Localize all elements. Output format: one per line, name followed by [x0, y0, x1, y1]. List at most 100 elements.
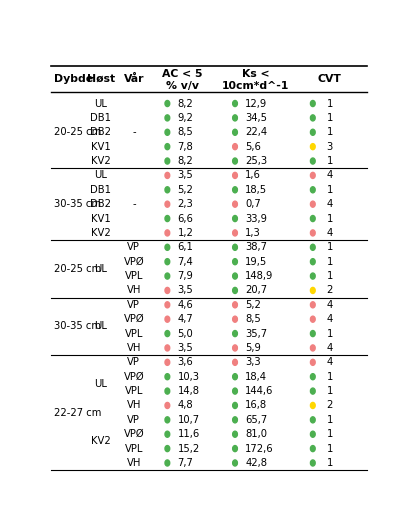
- Text: 8,2: 8,2: [177, 156, 193, 166]
- Text: 2,3: 2,3: [177, 199, 193, 209]
- Text: 25,3: 25,3: [245, 156, 267, 166]
- Circle shape: [233, 259, 237, 265]
- Text: 7,7: 7,7: [177, 458, 193, 468]
- Text: 81,0: 81,0: [245, 429, 267, 439]
- Circle shape: [310, 187, 315, 193]
- Text: 1: 1: [327, 214, 333, 224]
- Circle shape: [233, 388, 237, 394]
- Circle shape: [165, 446, 170, 452]
- Text: 10,7: 10,7: [177, 415, 200, 425]
- Text: VPL: VPL: [125, 329, 143, 339]
- Circle shape: [165, 373, 170, 380]
- Circle shape: [165, 100, 170, 107]
- Text: 1,6: 1,6: [245, 170, 261, 180]
- Text: UL: UL: [95, 264, 107, 274]
- Text: DB2: DB2: [91, 127, 111, 137]
- Text: 20-25 cm: 20-25 cm: [54, 264, 102, 274]
- Circle shape: [233, 402, 237, 409]
- Text: 14,8: 14,8: [177, 386, 200, 396]
- Circle shape: [165, 115, 170, 121]
- Circle shape: [165, 431, 170, 437]
- Text: AC < 5: AC < 5: [162, 69, 202, 79]
- Circle shape: [310, 431, 315, 437]
- Text: 1: 1: [327, 257, 333, 267]
- Text: 5,2: 5,2: [177, 185, 193, 195]
- Circle shape: [310, 216, 315, 221]
- Text: 144,6: 144,6: [245, 386, 273, 396]
- Circle shape: [233, 373, 237, 380]
- Circle shape: [165, 259, 170, 265]
- Circle shape: [165, 302, 170, 308]
- Circle shape: [310, 259, 315, 265]
- Text: 1: 1: [327, 185, 333, 195]
- Text: 30-35 cm: 30-35 cm: [54, 321, 101, 331]
- Text: 1: 1: [327, 113, 333, 123]
- Circle shape: [165, 345, 170, 351]
- Text: 20-25 cm: 20-25 cm: [54, 127, 102, 137]
- Circle shape: [165, 244, 170, 250]
- Circle shape: [233, 359, 237, 366]
- Circle shape: [310, 273, 315, 279]
- Circle shape: [233, 100, 237, 107]
- Text: 30-35 cm: 30-35 cm: [54, 199, 101, 209]
- Circle shape: [165, 201, 170, 207]
- Text: VP: VP: [127, 242, 140, 252]
- Circle shape: [233, 173, 237, 178]
- Circle shape: [233, 273, 237, 279]
- Circle shape: [233, 417, 237, 423]
- Text: 11,6: 11,6: [177, 429, 200, 439]
- Text: 1: 1: [327, 458, 333, 468]
- Text: 6,6: 6,6: [177, 214, 193, 224]
- Text: KV1: KV1: [91, 214, 111, 224]
- Circle shape: [310, 388, 315, 394]
- Text: VP: VP: [127, 300, 140, 310]
- Text: 9,2: 9,2: [177, 113, 193, 123]
- Circle shape: [165, 460, 170, 466]
- Text: CVT: CVT: [318, 74, 342, 84]
- Text: 10,3: 10,3: [177, 372, 200, 382]
- Circle shape: [233, 129, 237, 135]
- Circle shape: [165, 287, 170, 294]
- Text: 5,2: 5,2: [245, 300, 261, 310]
- Text: VPØ: VPØ: [124, 429, 144, 439]
- Text: 4: 4: [327, 199, 333, 209]
- Text: 3,5: 3,5: [177, 343, 193, 353]
- Text: 10cm*d^-1: 10cm*d^-1: [222, 81, 290, 91]
- Text: 1,2: 1,2: [177, 228, 193, 238]
- Text: 0,7: 0,7: [245, 199, 261, 209]
- Text: 20,7: 20,7: [245, 286, 267, 296]
- Circle shape: [310, 230, 315, 236]
- Text: 3,5: 3,5: [177, 170, 193, 180]
- Text: 4: 4: [327, 343, 333, 353]
- Text: -: -: [132, 199, 135, 209]
- Text: 2: 2: [327, 400, 333, 410]
- Text: 8,5: 8,5: [245, 314, 261, 324]
- Text: Vår: Vår: [124, 74, 144, 84]
- Circle shape: [165, 417, 170, 423]
- Text: 18,5: 18,5: [245, 185, 267, 195]
- Text: VP: VP: [127, 415, 140, 425]
- Circle shape: [310, 201, 315, 207]
- Text: VH: VH: [126, 343, 141, 353]
- Circle shape: [310, 373, 315, 380]
- Text: 4,6: 4,6: [177, 300, 193, 310]
- Circle shape: [165, 273, 170, 279]
- Circle shape: [233, 460, 237, 466]
- Text: Ks <: Ks <: [242, 69, 270, 79]
- Text: 15,2: 15,2: [177, 443, 200, 453]
- Text: VPL: VPL: [125, 271, 143, 281]
- Text: 1: 1: [327, 329, 333, 339]
- Text: 65,7: 65,7: [245, 415, 267, 425]
- Circle shape: [310, 287, 315, 294]
- Text: DB1: DB1: [91, 185, 111, 195]
- Text: 12,9: 12,9: [245, 98, 267, 108]
- Circle shape: [233, 287, 237, 294]
- Text: 7,4: 7,4: [177, 257, 193, 267]
- Text: VPØ: VPØ: [124, 257, 144, 267]
- Text: 148,9: 148,9: [245, 271, 273, 281]
- Circle shape: [165, 144, 170, 150]
- Circle shape: [165, 230, 170, 236]
- Text: Dybde: Dybde: [54, 74, 93, 84]
- Circle shape: [233, 446, 237, 452]
- Circle shape: [310, 316, 315, 322]
